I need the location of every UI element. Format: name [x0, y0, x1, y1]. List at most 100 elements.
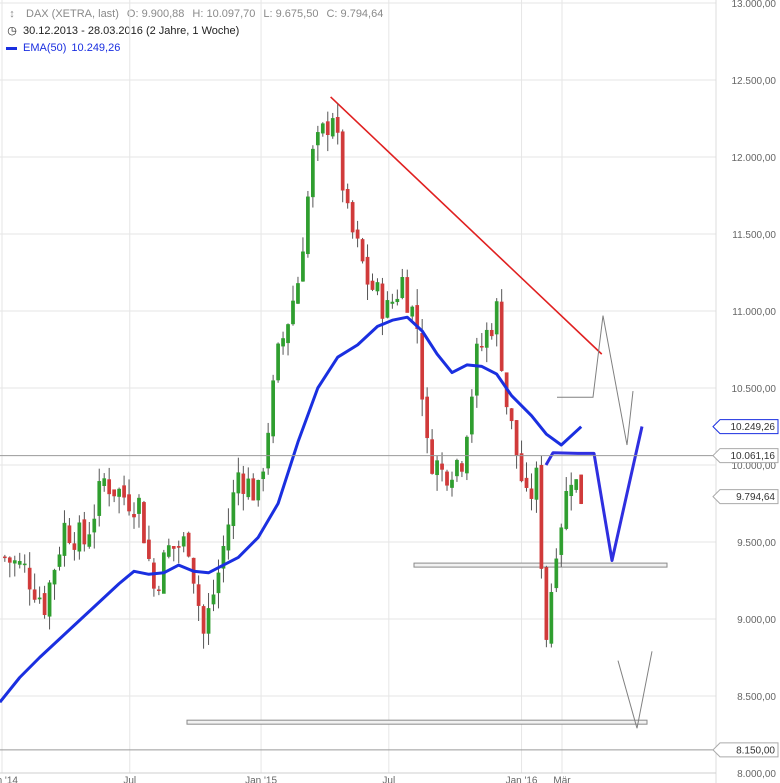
candle-body: [37, 597, 42, 600]
candle-body: [97, 481, 102, 516]
candle-body: [445, 471, 449, 486]
legend-period-row: ◷ 30.12.2013 - 28.03.2016 (2 Jahre, 1 Wo…: [6, 23, 391, 40]
candle-body: [301, 251, 305, 282]
candle-body: [519, 453, 524, 482]
candle-body: [112, 489, 116, 497]
close-value: C: 9.794,64: [326, 8, 384, 20]
price-label-box: [712, 489, 779, 505]
candle-body: [554, 558, 559, 589]
candle-body: [465, 436, 469, 474]
candle-body: [564, 491, 569, 529]
ema-line: [0, 315, 583, 704]
candle-body: [360, 239, 365, 262]
candle-body: [350, 202, 355, 233]
candle-body: [62, 522, 67, 556]
y-tick-label: 11.000,00: [732, 307, 776, 318]
candle-body: [569, 484, 574, 497]
candle-body: [2, 556, 7, 559]
candle-body: [460, 463, 464, 472]
candle-body: [281, 338, 285, 347]
candle-body: [231, 492, 236, 527]
y-tick-label: 10.000,00: [732, 461, 777, 472]
projection-path-alt-down: [617, 651, 653, 729]
candle-body: [216, 572, 221, 594]
candle-body: [181, 536, 186, 547]
ema-label: EMA(50): [23, 42, 67, 54]
x-tick-label: Jan '15: [245, 775, 277, 783]
candle-body: [474, 343, 479, 396]
clock-icon: ◷: [7, 25, 17, 37]
candle-body: [430, 439, 434, 474]
candle-body: [201, 606, 206, 634]
price-label-box: [712, 742, 779, 758]
support-zone: [186, 719, 648, 725]
candle-body: [544, 567, 549, 640]
candle-body: [524, 477, 529, 488]
open-value: O: 9.900,88: [126, 8, 185, 20]
x-tick-label: Jul: [123, 775, 136, 783]
x-axis: Jan '14 Jul Jan '15 Jul Jan '16 Mär: [0, 772, 716, 783]
candle-body: [320, 123, 325, 134]
ema-swatch-icon: [6, 47, 17, 50]
candle-body: [176, 546, 181, 548]
candle-body: [390, 301, 395, 304]
price-label-text: 8.150,00: [736, 745, 775, 756]
y-tick-label: 13.000,00: [732, 0, 777, 10]
candle-body: [355, 229, 360, 239]
candle-body: [102, 478, 107, 486]
x-tick-label: Jul: [382, 775, 395, 783]
candle-body: [455, 459, 459, 477]
y-axis: 13.000,00 12.500,00 12.000,00 11.500,00 11.0…: [732, 0, 777, 780]
candle-body: [137, 497, 141, 514]
candle-body: [261, 471, 266, 480]
low-value: L: 9.675,50: [263, 8, 319, 20]
candle-body: [380, 283, 385, 319]
y-tick-label: 11.500,00: [732, 230, 776, 241]
candle-body: [87, 534, 92, 547]
candle-body: [82, 519, 87, 545]
candle-body: [400, 277, 405, 298]
candle-body: [440, 463, 444, 470]
price-label-box: [712, 419, 779, 435]
candle-body: [196, 584, 201, 606]
candle-body: [330, 118, 335, 137]
candle-body: [47, 582, 52, 617]
price-label-text: 9.794,64: [736, 492, 775, 503]
y-tick-label: 9.500,00: [737, 538, 776, 549]
candle-body: [206, 608, 211, 634]
period-label: 30.12.2013 - 28.03.2016 (2 Jahre, 1 Woch…: [23, 25, 240, 37]
candle-body: [152, 562, 156, 589]
candle-body: [395, 298, 400, 303]
candle-body: [251, 478, 256, 501]
candle-body: [375, 282, 380, 292]
candle-body: [340, 131, 345, 191]
candle-body: [315, 132, 320, 146]
candle-body: [142, 502, 146, 544]
candle-body: [335, 117, 340, 133]
candle-body: [276, 343, 280, 381]
candle-body: [559, 527, 564, 555]
candle-body: [42, 593, 47, 616]
y-tick-label: 9.000,00: [737, 615, 776, 626]
candle-body: [499, 301, 504, 371]
candle-body: [157, 589, 161, 591]
x-tick-label: Jan '14: [0, 775, 18, 783]
candle-body: [52, 569, 57, 585]
candle-body: [494, 301, 499, 335]
candle-body: [171, 546, 176, 549]
candle-body: [370, 280, 375, 290]
candle-body: [241, 473, 246, 494]
candle-body: [574, 479, 579, 490]
candle-body: [365, 256, 370, 285]
candle-body: [470, 396, 474, 435]
candle-body: [271, 380, 275, 437]
ema-value: 10.249,26: [71, 42, 121, 54]
candle-body: [415, 305, 420, 329]
y-tick-label: 10.500,00: [732, 384, 777, 395]
candle-body: [77, 522, 82, 552]
candle-body: [92, 518, 97, 533]
candle-body: [107, 479, 112, 495]
candle-body: [122, 485, 126, 498]
candle-body: [256, 479, 261, 501]
projection-path: [544, 426, 644, 562]
